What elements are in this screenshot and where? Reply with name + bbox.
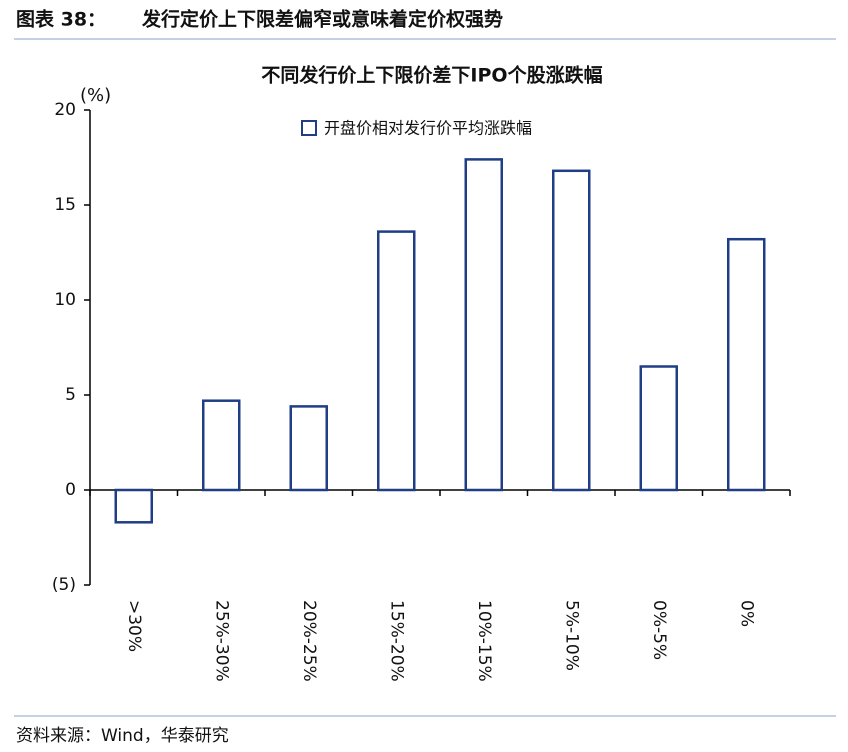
y-tick-label: (5)	[52, 575, 76, 595]
bar	[552, 169, 591, 492]
figure-label: 图表 38：	[16, 8, 106, 31]
bar	[202, 399, 241, 492]
x-tick-label: 10%-15%	[474, 600, 494, 682]
bar	[289, 405, 328, 492]
y-tick-label: 20	[54, 100, 76, 120]
x-tick-label: 5%-10%	[561, 600, 581, 671]
x-tick-label: 15%-20%	[386, 600, 406, 682]
y-tick-label: 15	[54, 195, 76, 215]
x-tick-label: >30%	[124, 600, 144, 652]
y-tick-label: 5	[65, 385, 76, 405]
x-tick-label: 20%-25%	[299, 600, 319, 682]
legend-swatch	[301, 120, 317, 136]
figure-title: 发行定价上下限差偏窄或意味着定价权强势	[141, 8, 503, 31]
y-tick-label: 0	[65, 480, 76, 500]
x-tick-label: 25%-30%	[211, 600, 231, 682]
x-tick-label: 0%	[736, 600, 756, 627]
legend-label: 开盘价相对发行价平均涨跌幅	[324, 119, 532, 138]
y-unit: (%)	[80, 85, 111, 106]
chart-title: 不同发行价上下限价差下IPO个股涨跌幅	[261, 64, 602, 87]
bar	[727, 237, 766, 492]
y-tick-label: 10	[54, 290, 76, 310]
bar	[464, 158, 503, 492]
bar	[377, 230, 416, 492]
source-note: 资料来源：Wind，华泰研究	[16, 726, 229, 746]
bar	[114, 488, 153, 524]
bar	[639, 365, 678, 492]
x-tick-label: 0%-5%	[649, 600, 669, 660]
